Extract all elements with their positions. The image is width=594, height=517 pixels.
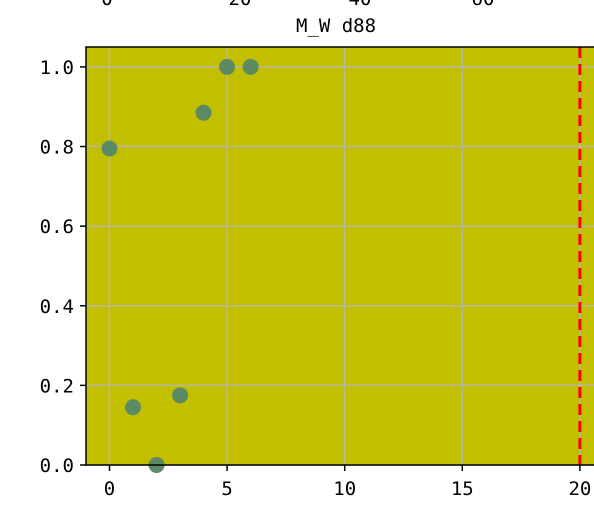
y-tick-label: 1.0 xyxy=(40,57,74,79)
x-axis: 0 5 10 15 20 xyxy=(104,465,591,500)
data-point xyxy=(242,58,259,75)
y-tick-label: 0.6 xyxy=(40,216,74,238)
data-point xyxy=(195,104,212,121)
data-point xyxy=(172,387,189,404)
y-tick-label: 0.4 xyxy=(40,296,74,318)
top-axis-tick-label: 20 xyxy=(229,0,252,10)
data-point xyxy=(125,399,142,416)
x-tick-label: 10 xyxy=(333,478,356,500)
data-point xyxy=(219,58,236,75)
y-tick-label: 0.2 xyxy=(40,375,74,397)
data-points xyxy=(101,58,259,473)
data-point xyxy=(101,140,118,157)
y-tick-label: 0.8 xyxy=(40,137,74,159)
x-tick-label: 0 xyxy=(104,478,115,500)
top-axis-tick-labels: 0 20 40 60 xyxy=(101,0,494,10)
x-tick-label: 20 xyxy=(568,478,591,500)
y-axis: 0.0 0.2 0.4 0.6 0.8 1.0 xyxy=(40,57,86,477)
top-axis-tick-label: 0 xyxy=(101,0,112,10)
plot-frame xyxy=(85,46,594,466)
y-tick-label: 0.0 xyxy=(40,455,74,477)
x-tick-label: 15 xyxy=(451,478,474,500)
x-tick-label: 5 xyxy=(221,478,232,500)
chart-title: M_W d88 xyxy=(296,15,376,37)
plot-area xyxy=(86,47,594,465)
top-axis-tick-label: 60 xyxy=(472,0,495,10)
top-axis-tick-label: 40 xyxy=(349,0,372,10)
